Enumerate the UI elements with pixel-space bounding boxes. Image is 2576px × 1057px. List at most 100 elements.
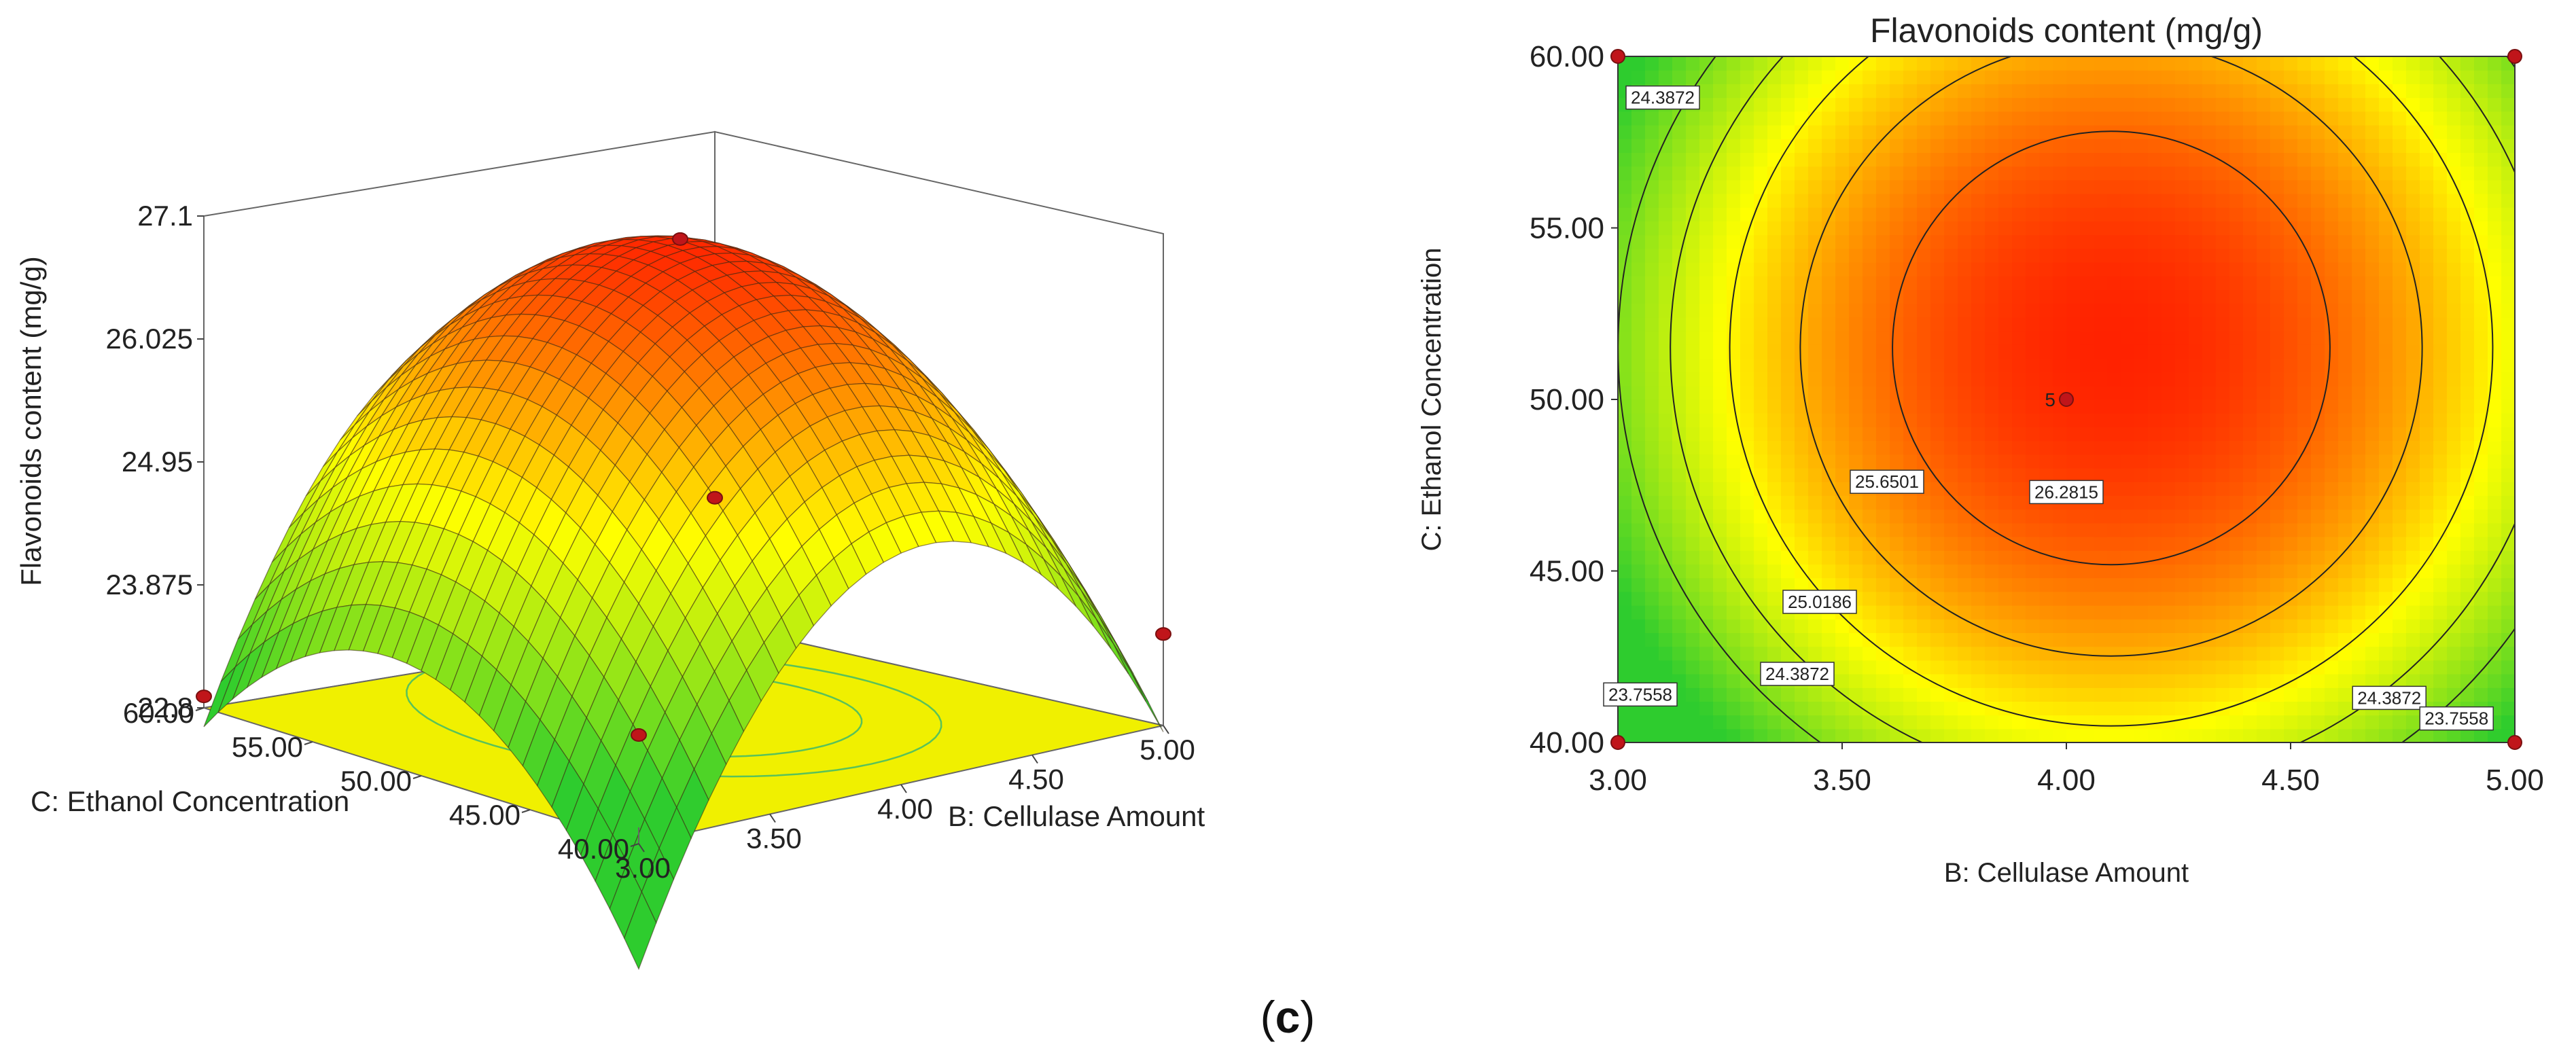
contour-heat-cell (2162, 125, 2176, 139)
contour-heat-cell (1998, 413, 2013, 427)
contour-heat-cell (1713, 427, 1727, 442)
contour-heat-cell (2053, 166, 2067, 181)
contour-heat-cell (2107, 413, 2121, 427)
contour-heat-cell (2080, 550, 2094, 565)
contour-x-axis-label: B: Cellulase Amount (1944, 858, 2189, 888)
contour-heat-cell (1971, 454, 1986, 469)
contour-heat-cell (2121, 482, 2135, 496)
contour-heat-cell (1876, 385, 1890, 400)
contour-heat-cell (1781, 646, 1795, 661)
contour-heat-cell (2433, 179, 2448, 194)
contour-heat-cell (1835, 564, 1850, 579)
contour-heat-cell (2107, 495, 2121, 510)
contour-heat-cell (2243, 331, 2257, 345)
contour-heat-cell (2488, 687, 2502, 702)
contour-heat-cell (2297, 454, 2312, 469)
contour-heat-cell (2066, 111, 2081, 126)
contour-heat-cell (1672, 619, 1687, 633)
contour-heat-cell (2134, 358, 2149, 373)
contour-heat-cell (2501, 564, 2515, 579)
contour-heat-cell (2229, 276, 2244, 290)
contour-heat-cell (2297, 179, 2312, 194)
contour-heat-cell (1985, 248, 1999, 263)
contour-heat-cell (1863, 550, 1877, 565)
contour-heat-cell (2066, 276, 2081, 290)
contour-heat-cell (2311, 564, 2325, 579)
surface-x-tick-label: 5.00 (1140, 734, 1195, 766)
contour-heat-cell (1795, 495, 1809, 510)
contour-heat-cell (2474, 646, 2488, 661)
contour-heat-cell (1971, 139, 1986, 153)
contour-heat-cell (2080, 509, 2094, 524)
contour-heat-cell (1985, 577, 1999, 592)
contour-heat-cell (2202, 482, 2217, 496)
contour-heat-cell (1849, 427, 1863, 442)
contour-heat-cell (2121, 331, 2135, 345)
contour-heat-cell (2202, 564, 2217, 579)
contour-heat-cell (1944, 317, 1958, 332)
contour-heat-cell (2134, 139, 2149, 153)
contour-heat-cell (2365, 564, 2380, 579)
contour-heat-cell (2325, 728, 2339, 742)
contour-heat-cell (2107, 166, 2121, 181)
contour-heat-cell (1944, 303, 1958, 318)
surface-design-points (196, 232, 1171, 742)
contour-heat-cell (2229, 84, 2244, 98)
contour-heat-cell (2202, 139, 2217, 153)
contour-heat-cell (2501, 440, 2515, 455)
contour-heat-cell (2066, 372, 2081, 387)
contour-heat-cell (2094, 331, 2108, 345)
contour-heat-cell (1645, 632, 1659, 647)
contour-heat-cell (2379, 262, 2393, 276)
contour-heat-cell (1822, 482, 1836, 496)
contour-heat-cell (2216, 550, 2230, 565)
contour-heat-cell (1998, 317, 2013, 332)
contour-heat-cell (2107, 358, 2121, 373)
contour-heat-cell (2393, 70, 2407, 84)
contour-heat-cell (2094, 619, 2108, 633)
contour-heat-cell (2175, 413, 2189, 427)
contour-heat-cell (2393, 591, 2407, 606)
contour-heat-cell (1795, 221, 1809, 236)
contour-heat-cell (1985, 317, 1999, 332)
contour-heat-cell (2257, 248, 2271, 263)
contour-heat-cell (2202, 468, 2217, 482)
contour-heat-cell (2094, 550, 2108, 565)
contour-heat-cell (1631, 303, 1646, 318)
contour-heat-cell (1699, 468, 1714, 482)
contour-heat-cell (1985, 179, 1999, 194)
contour-level-label: 25.0186 (1782, 590, 1857, 614)
contour-heat-cell (1971, 660, 1986, 675)
contour-heat-cell (1876, 372, 1890, 387)
contour-heat-cell (1917, 152, 1931, 167)
contour-heat-cell (1944, 289, 1958, 304)
contour-heat-cell (2433, 166, 2448, 181)
contour-heat-cell (2066, 454, 2081, 469)
surface-design-point (196, 689, 212, 704)
contour-heat-cell (2148, 728, 2162, 742)
contour-heat-cell (1808, 179, 1822, 194)
contour-heat-cell (1672, 56, 1687, 71)
contour-heat-cell (1890, 194, 1904, 208)
contour-heat-cell (2406, 331, 2420, 345)
contour-heat-cell (1971, 427, 1986, 442)
contour-heat-cell (1713, 440, 1727, 455)
contour-heat-cell (2338, 248, 2352, 263)
contour-heat-cell (2311, 646, 2325, 661)
contour-heat-cell (2406, 427, 2420, 442)
contour-heat-cell (1822, 509, 1836, 524)
contour-heat-cell (1930, 262, 1945, 276)
contour-heat-cell (2297, 564, 2312, 579)
contour-heat-cell (1713, 179, 1727, 194)
contour-heat-cell (2406, 454, 2420, 469)
contour-heat-cell (1631, 440, 1646, 455)
contour-heat-cell (1890, 577, 1904, 592)
contour-heat-cell (1659, 495, 1673, 510)
contour-heat-cell (1998, 468, 2013, 482)
contour-heat-cell (2134, 289, 2149, 304)
contour-heat-cell (1713, 234, 1727, 249)
contour-heat-cell (1971, 550, 1986, 565)
contour-heat-cell (2447, 84, 2461, 98)
contour-heat-cell (2202, 317, 2217, 332)
contour-heat-cell (2433, 344, 2448, 359)
